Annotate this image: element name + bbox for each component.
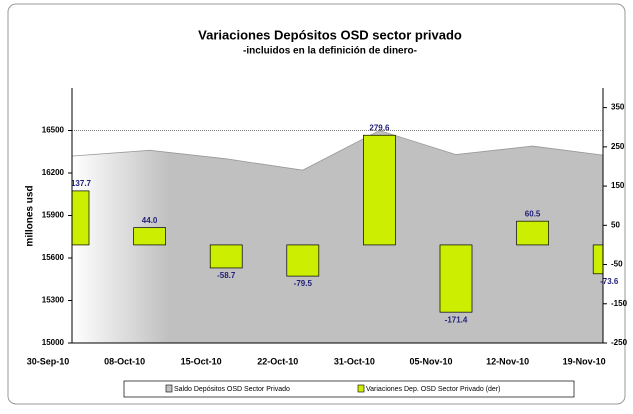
data-label: -171.4 bbox=[445, 315, 468, 324]
bar bbox=[439, 244, 473, 313]
chart-title: Variaciones Depósitos OSD sector privado bbox=[198, 27, 462, 42]
x-tick-label: 22-Oct-10 bbox=[257, 356, 298, 366]
bar bbox=[592, 244, 603, 275]
y2-tick-label: 50 bbox=[611, 220, 620, 229]
y2-tick-label: 350 bbox=[611, 103, 625, 112]
legend bbox=[123, 380, 575, 398]
legend-label: Saldo Depósitos OSD Sector Privado bbox=[174, 386, 290, 393]
y-tick-label: 15000 bbox=[42, 338, 65, 347]
x-tick-label: 08-Oct-10 bbox=[104, 356, 145, 366]
y-tick-label: 15600 bbox=[42, 253, 65, 262]
chart-subtitle: -incluidos en la definición de dinero- bbox=[243, 46, 417, 57]
data-label: 60.5 bbox=[525, 209, 541, 218]
x-tick-label: 15-Oct-10 bbox=[181, 356, 222, 366]
legend-label: Variaciones Dep. OSD Sector Privado (der… bbox=[366, 386, 500, 393]
y-tick-label: 16200 bbox=[42, 168, 65, 177]
x-tick-label: 19-Nov-10 bbox=[563, 356, 606, 366]
bar bbox=[133, 227, 166, 246]
legend-swatch bbox=[357, 384, 365, 393]
data-label: -58.7 bbox=[217, 271, 236, 280]
x-tick-label: 31-Oct-10 bbox=[334, 356, 375, 366]
x-tick-label: 05-Nov-10 bbox=[409, 356, 452, 366]
legend-swatch bbox=[165, 384, 173, 393]
y-tick-label: 15300 bbox=[42, 296, 65, 305]
data-label: 44.0 bbox=[142, 216, 158, 225]
y-tick-label: 16500 bbox=[42, 126, 65, 135]
bar bbox=[286, 244, 320, 277]
y2-tick-label: -250 bbox=[611, 338, 628, 347]
data-label: 137.7 bbox=[71, 179, 92, 188]
y2-tick-label: -150 bbox=[611, 299, 628, 308]
x-tick-label: 30-Sep-10 bbox=[27, 356, 70, 366]
bar bbox=[209, 244, 243, 269]
bar bbox=[363, 134, 396, 246]
data-label: 279.6 bbox=[369, 123, 390, 132]
data-label: -79.5 bbox=[294, 279, 313, 288]
y2-tick-label: 150 bbox=[611, 181, 625, 190]
bar bbox=[72, 190, 90, 246]
y2-tick-label: -50 bbox=[611, 260, 623, 269]
bar bbox=[516, 220, 549, 246]
y-axis-label: millones usd bbox=[25, 185, 36, 246]
data-label: -73.6 bbox=[600, 277, 619, 286]
x-tick-label: 12-Nov-10 bbox=[486, 356, 529, 366]
y2-tick-label: 250 bbox=[611, 142, 625, 151]
y-tick-label: 15900 bbox=[42, 211, 65, 220]
